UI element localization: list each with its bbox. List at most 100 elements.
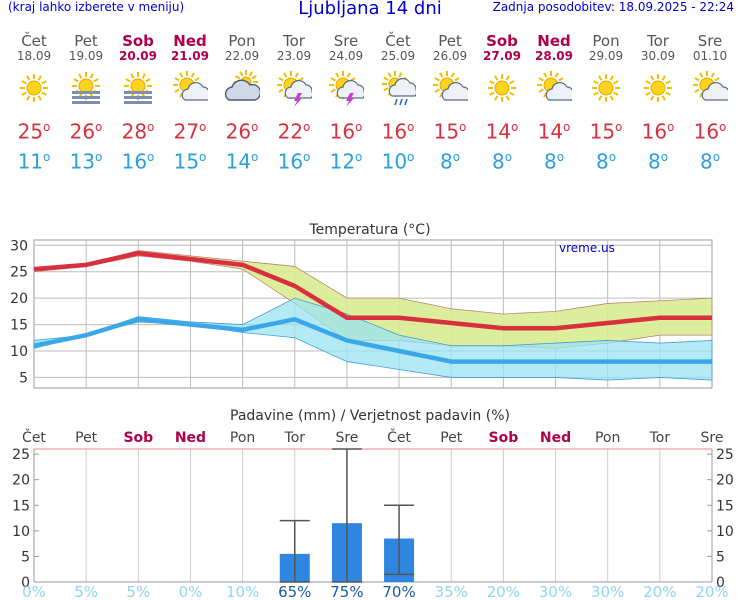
precip-x-tick: Tor	[649, 430, 671, 446]
temp-max: 16o	[641, 119, 675, 144]
temp-max: 16o	[693, 119, 727, 144]
sun-icon	[488, 74, 516, 102]
day-date: 29.09	[588, 49, 624, 63]
precip-x-tick: Tor	[284, 430, 306, 446]
day-date: 27.09	[483, 49, 521, 63]
day-name: Pon	[228, 32, 256, 50]
temp-min: 15o	[173, 149, 207, 174]
temp-min: 8o	[491, 149, 513, 174]
sun-cloud-icon	[173, 71, 208, 101]
precip-y-tick-left: 25	[12, 447, 30, 463]
precip-probability: 10%	[226, 583, 259, 600]
day-date: 25.09	[380, 49, 416, 63]
precip-x-tick: Sre	[701, 430, 724, 446]
temp-y-tick: 20	[10, 291, 28, 307]
weather-icon	[580, 69, 632, 109]
precip-x-tick: Ned	[540, 430, 571, 446]
precip-probability: 20%	[643, 583, 676, 600]
sun-icon	[20, 74, 48, 102]
precip-probability: 5%	[74, 583, 98, 600]
forecast-days: Čet 18.09 25o 11o Pet 19.09 26o 13o Sob …	[8, 33, 736, 174]
day-column: Pon 29.09 15o 8o	[580, 33, 632, 174]
precip-probability: 30%	[539, 583, 572, 600]
precip-x-tick: Pet	[75, 430, 98, 446]
day-column: Ned 21.09 27o 15o	[164, 33, 216, 174]
precip-y-tick-right: 20	[716, 473, 734, 489]
sun-storm-icon	[329, 71, 364, 107]
day-name: Pet	[74, 32, 98, 50]
precip-probability: 0%	[22, 583, 46, 600]
day-column: Sre 01.10 16o 8o	[684, 33, 736, 174]
precip-y-tick-right: 0	[716, 575, 725, 591]
day-date: 28.09	[535, 49, 573, 63]
precip-x-tick: Čet	[22, 428, 46, 446]
temp-min: 8o	[647, 149, 669, 174]
temp-max: 15o	[589, 119, 623, 144]
weather-icon	[8, 69, 60, 109]
day-column: Ned 28.09 14o 8o	[528, 33, 580, 174]
temp-max: 28o	[121, 119, 155, 144]
day-column: Pon 22.09 26o 14o	[216, 33, 268, 174]
temp-min: 8o	[543, 149, 565, 174]
day-column: Tor 30.09 16o 8o	[632, 33, 684, 174]
day-date: 01.10	[692, 49, 728, 63]
precip-x-tick: Pon	[230, 430, 255, 446]
precip-probability: 75%	[330, 583, 363, 600]
day-name: Sob	[486, 32, 518, 50]
temp-max: 27o	[173, 119, 207, 144]
temp-max: 14o	[537, 119, 571, 144]
temp-min: 14o	[225, 149, 259, 174]
temp-max: 25o	[17, 119, 51, 144]
temp-min: 13o	[69, 149, 103, 174]
weather-icon	[632, 69, 684, 109]
precip-probability: 5%	[126, 583, 150, 600]
precip-y-tick-left: 5	[21, 549, 30, 565]
precip-y-tick-left: 10	[12, 524, 30, 540]
temp-max: 26o	[69, 119, 103, 144]
temp-min: 16o	[121, 149, 155, 174]
weather-icon	[528, 69, 580, 109]
day-name: Pon	[592, 32, 620, 50]
temp-max: 16o	[381, 119, 415, 144]
day-date: 26.09	[432, 49, 468, 63]
day-date: 23.09	[276, 49, 312, 63]
day-name: Ned	[537, 32, 571, 50]
precip-y-tick-right: 15	[716, 498, 734, 514]
day-name: Čet	[21, 32, 47, 50]
precip-x-tick: Sob	[123, 430, 153, 446]
day-column: Pet 19.09 26o 13o	[60, 33, 112, 174]
temp-max: 14o	[485, 119, 519, 144]
temp-chart-title: Temperatura (°C)	[308, 222, 430, 238]
weather-icon	[216, 69, 268, 109]
day-date: 21.09	[171, 49, 209, 63]
temp-max: 26o	[225, 119, 259, 144]
temp-min: 16o	[277, 149, 311, 174]
temp-y-tick: 30	[10, 238, 28, 254]
day-name: Tor	[283, 32, 305, 50]
sun-cloud-icon	[693, 71, 728, 101]
temp-min: 10o	[381, 149, 415, 174]
weather-icon	[164, 69, 216, 109]
day-name: Sob	[122, 32, 154, 50]
weather-icon	[60, 69, 112, 109]
weather-icon	[268, 69, 320, 109]
sun-cloud-icon	[433, 71, 468, 101]
precip-chart-title: Padavine (mm) / Verjetnost padavin (%)	[230, 408, 510, 424]
day-date: 30.09	[640, 49, 676, 63]
precip-probability: 0%	[179, 583, 203, 600]
precip-probability: 20%	[695, 583, 728, 600]
sun-storm-icon	[277, 71, 312, 107]
day-date: 18.09	[16, 49, 52, 63]
temp-y-tick: 15	[10, 318, 28, 334]
day-column: Sre 24.09 16o 12o	[320, 33, 372, 174]
day-date: 24.09	[328, 49, 364, 63]
precip-y-tick-left: 15	[12, 498, 30, 514]
min-temp-line	[33, 317, 712, 364]
precip-probability: 70%	[382, 583, 415, 600]
day-name: Pet	[438, 32, 462, 50]
day-column: Čet 18.09 25o 11o	[8, 33, 60, 174]
weather-icon	[684, 69, 736, 109]
day-date: 22.09	[224, 49, 260, 63]
precip-x-tick: Sre	[335, 430, 358, 446]
day-date: 19.09	[68, 49, 104, 63]
